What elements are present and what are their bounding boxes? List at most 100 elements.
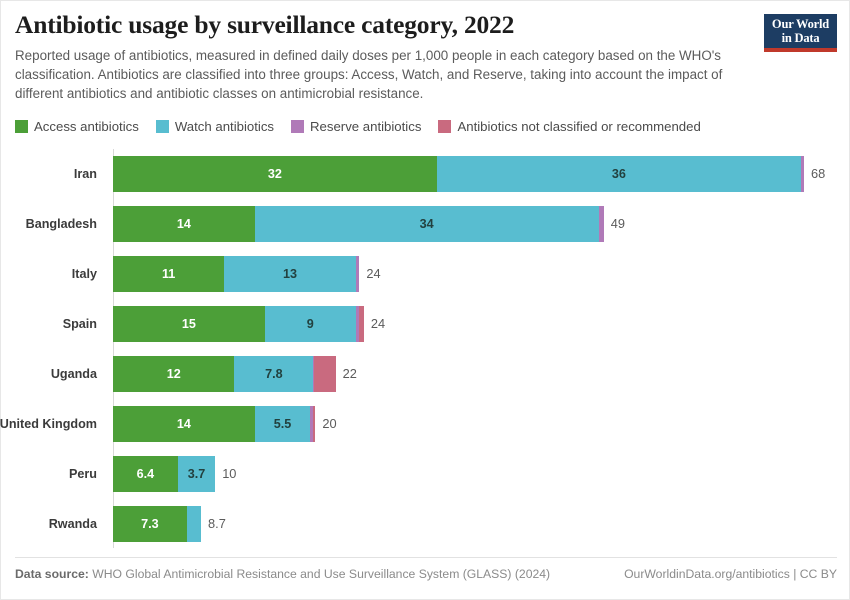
legend-swatch [291,120,305,133]
bar-row[interactable]: Italy 11 13 24 [1,249,850,299]
logo-line-1: Our World [771,17,830,31]
bar-segment-value: 11 [161,267,176,281]
bar-segment[interactable] [355,256,360,292]
bar-total-label: 68 [811,166,826,181]
bar-segment-value: 14 [176,417,191,431]
bar-row[interactable]: Spain 15 9 24 [1,299,850,349]
bar-segment[interactable]: 36 [436,156,801,192]
legend-item[interactable]: Watch antibiotics [155,119,275,134]
bar-segment-value: 9 [306,317,314,331]
bar-track: 6.4 3.7 [113,456,216,492]
bar-total-label: 24 [370,316,386,331]
bar-category-label: Uganda [50,367,97,381]
bar-segment-value: 7.8 [265,367,283,381]
bar-segment-value: 12 [166,367,181,381]
page-title: Antibiotic usage by surveillance categor… [15,10,515,39]
bar-segment-value: 5.5 [273,417,292,431]
legend-item[interactable]: Access antibiotics [15,119,139,134]
chart-credit[interactable]: OurWorldinData.org/antibiotics | CC BY [624,567,837,581]
bar-segment[interactable] [313,356,315,392]
legend-label: Antibiotics not classified or recommende… [457,119,701,134]
chart-legend: Access antibiotics Watch antibiotics Reser… [15,119,718,134]
chart-header: Antibiotic usage by surveillance categor… [15,10,755,103]
data-source: Data source: WHO Global Antimicrobial Re… [15,567,550,581]
bar-row[interactable]: Rwanda 7.3 8.7 [1,499,850,549]
bar-track: 32 36 [113,156,805,192]
bar-segment[interactable]: 5.5 [254,406,311,442]
y-axis-line [113,149,114,548]
bar-segment[interactable]: 12 [113,356,235,392]
bar-segment-value: 6.4 [136,467,155,481]
bar-segment[interactable] [314,356,336,392]
data-source-text: WHO Global Antimicrobial Resistance and … [92,567,551,581]
legend-swatch [15,120,28,133]
legend-swatch [438,120,452,133]
bar-total-label: 8.7 [208,516,226,531]
bar-total-label: 22 [342,366,357,381]
bar-category-label: Iran [73,167,97,181]
data-source-prefix: Data source: [15,567,89,581]
bar-segment-value: 15 [181,317,196,331]
chart-subtitle: Reported usage of antibiotics, measured … [15,47,723,101]
legend-label: Watch antibiotics [174,119,275,134]
bar-segment[interactable] [358,306,364,342]
bar-total-label: 10 [222,466,237,481]
bar-segment[interactable]: 7.8 [234,356,314,392]
bar-category-label: Rwanda [48,517,97,531]
bar-segment[interactable]: 9 [264,306,356,342]
bar-total-label: 49 [610,216,625,231]
bar-segment-value: 13 [283,267,298,281]
bar-segment[interactable]: 3.7 [177,456,216,492]
bar-segment[interactable]: 14 [113,406,255,442]
bar-segment-value: 7.3 [141,517,159,531]
legend-swatch [155,120,169,133]
bar-segment-value: 3.7 [187,467,206,481]
bar-segment[interactable]: 14 [113,206,255,242]
plot-area: Iran 32 36 68 Bangladesh 14 34 49 Italy 11 13 24 Spa… [0,147,850,551]
bar-row[interactable]: Uganda 12 7.8 22 [1,349,850,399]
bar-total-label: 24 [366,266,381,281]
chart-footer: Data source: WHO Global Antimicrobial Re… [15,567,837,589]
bar-segment[interactable]: 32 [113,156,437,192]
legend-label: Reserve antibiotics [310,119,422,134]
legend-label: Access antibiotics [34,119,139,134]
bar-track: 15 9 [113,306,364,342]
bar-segment-value: 32 [267,167,282,181]
bar-segment[interactable] [801,156,805,192]
bar-row[interactable]: Iran 32 36 68 [1,149,850,199]
bar-segment-value: 14 [176,217,191,231]
bar-category-label: Peru [69,467,97,481]
bar-category-label: Bangladesh [25,217,97,231]
bar-row[interactable]: Bangladesh 14 34 49 [1,199,850,249]
bar-row[interactable]: United Kingdom 14 5.5 20 [0,399,850,449]
bar-segment[interactable] [598,206,604,242]
bar-track: 14 5.5 [113,406,316,442]
bar-category-label: United Kingdom [0,417,97,431]
bar-track: 12 7.8 [113,356,336,392]
bar-segment[interactable]: 11 [113,256,225,292]
bar-segment[interactable] [312,406,316,442]
bar-total-label: 20 [322,416,337,431]
bar-segment[interactable]: 15 [113,306,265,342]
bar-segment[interactable]: 13 [224,256,356,292]
footer-divider [15,557,837,558]
bar-category-label: Italy [71,267,97,281]
bar-track: 7.3 [113,506,201,542]
bar-segment[interactable] [186,506,201,542]
bar-segment[interactable]: 34 [254,206,599,242]
bar-track: 11 13 [113,256,360,292]
bar-row[interactable]: Peru 6.4 3.7 10 [1,449,850,499]
legend-item[interactable]: Antibiotics not classified or recommende… [438,119,701,134]
bar-segment-value: 36 [611,167,626,181]
bar-segment[interactable]: 7.3 [113,506,187,542]
bar-segment-value: 34 [419,217,434,231]
bar-category-label: Spain [62,317,97,331]
logo-line-2: in Data [781,30,820,45]
bar-segment[interactable] [355,306,359,342]
legend-item[interactable]: Reserve antibiotics [291,119,421,134]
our-world-in-data-logo[interactable]: Our World in Data [764,14,837,52]
bar-segment[interactable] [310,406,313,442]
bar-track: 14 34 [113,206,604,242]
bar-segment[interactable]: 6.4 [113,456,178,492]
